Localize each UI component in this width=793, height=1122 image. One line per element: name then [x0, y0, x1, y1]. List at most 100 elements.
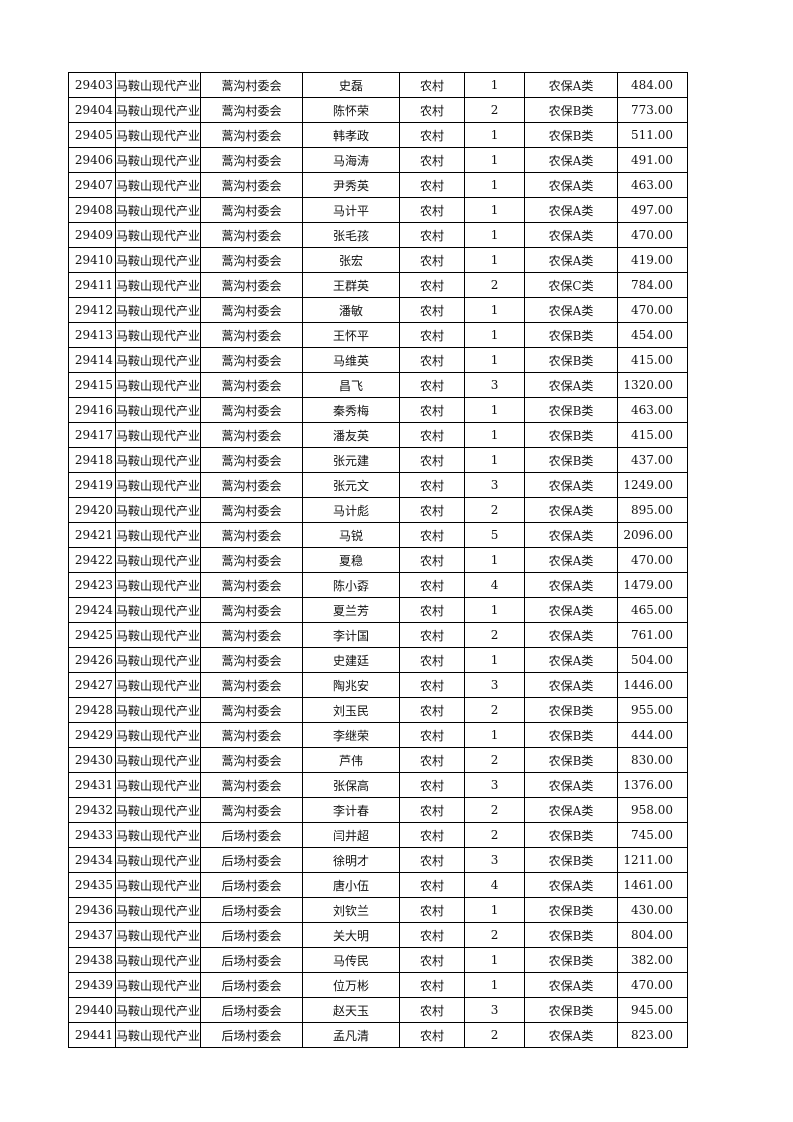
table-row: 29427 马鞍山现代产业 蒿沟村委会 陶兆安 农村 3 农保A类 1446.00: [68, 672, 689, 698]
person-name: 张宏: [302, 247, 401, 273]
insurance-class: 农保B类: [524, 347, 619, 373]
table-row: 29414 马鞍山现代产业 蒿沟村委会 马维英 农村 1 农保B类 415.00: [68, 347, 689, 373]
household-count: 1: [464, 347, 526, 373]
village-committee: 蒿沟村委会: [200, 497, 304, 523]
household-count: 2: [464, 922, 526, 948]
record-id: 29436: [68, 897, 116, 923]
village-committee: 后场村委会: [200, 947, 304, 973]
amount: 1320.00: [617, 372, 689, 398]
organization: 马鞍山现代产业: [114, 422, 202, 448]
table-row: 29407 马鞍山现代产业 蒿沟村委会 尹秀英 农村 1 农保A类 463.00: [68, 172, 689, 198]
organization: 马鞍山现代产业: [114, 997, 202, 1023]
household-count: 1: [464, 147, 526, 173]
table-body: 29403 马鞍山现代产业 蒿沟村委会 史磊 农村 1 农保A类 484.00 29404 马鞍山…: [68, 72, 689, 1048]
table-row: 29423 马鞍山现代产业 蒿沟村委会 陈小孬 农村 4 农保A类 1479.00: [68, 572, 689, 598]
organization: 马鞍山现代产业: [114, 797, 202, 823]
village-committee: 蒿沟村委会: [200, 597, 304, 623]
organization: 马鞍山现代产业: [114, 722, 202, 748]
person-name: 张元建: [302, 447, 401, 473]
record-id: 29417: [68, 422, 116, 448]
household-count: 2: [464, 797, 526, 823]
table-row: 29437 马鞍山现代产业 后场村委会 关大明 农村 2 农保B类 804.00: [68, 922, 689, 948]
amount: 895.00: [617, 497, 689, 523]
insurance-class: 农保A类: [524, 172, 619, 198]
organization: 马鞍山现代产业: [114, 522, 202, 548]
village-committee: 蒿沟村委会: [200, 547, 304, 573]
village-committee: 蒿沟村委会: [200, 797, 304, 823]
household-count: 1: [464, 447, 526, 473]
table-row: 29434 马鞍山现代产业 后场村委会 徐明才 农村 3 农保B类 1211.00: [68, 847, 689, 873]
person-name: 尹秀英: [302, 172, 401, 198]
person-name: 史建廷: [302, 647, 401, 673]
village-committee: 蒿沟村委会: [200, 447, 304, 473]
amount: 430.00: [617, 897, 689, 923]
area-type: 农村: [399, 847, 466, 873]
area-type: 农村: [399, 822, 466, 848]
insurance-class: 农保A类: [524, 247, 619, 273]
record-id: 29405: [68, 122, 116, 148]
area-type: 农村: [399, 247, 466, 273]
household-count: 1: [464, 122, 526, 148]
household-count: 2: [464, 747, 526, 773]
person-name: 李计国: [302, 622, 401, 648]
organization: 马鞍山现代产业: [114, 597, 202, 623]
insurance-class: 农保A类: [524, 972, 619, 998]
area-type: 农村: [399, 347, 466, 373]
area-type: 农村: [399, 297, 466, 323]
village-committee: 后场村委会: [200, 822, 304, 848]
household-count: 1: [464, 897, 526, 923]
village-committee: 蒿沟村委会: [200, 672, 304, 698]
table-row: 29410 马鞍山现代产业 蒿沟村委会 张宏 农村 1 农保A类 419.00: [68, 247, 689, 273]
insurance-class: 农保B类: [524, 447, 619, 473]
amount: 773.00: [617, 97, 689, 123]
area-type: 农村: [399, 122, 466, 148]
organization: 马鞍山现代产业: [114, 147, 202, 173]
table-row: 29406 马鞍山现代产业 蒿沟村委会 马海涛 农村 1 农保A类 491.00: [68, 147, 689, 173]
person-name: 张毛孩: [302, 222, 401, 248]
insurance-class: 农保A类: [524, 197, 619, 223]
insurance-class: 农保B类: [524, 322, 619, 348]
household-count: 1: [464, 722, 526, 748]
record-id: 29421: [68, 522, 116, 548]
area-type: 农村: [399, 97, 466, 123]
household-count: 2: [464, 1022, 526, 1048]
area-type: 农村: [399, 622, 466, 648]
data-table: 29403 马鞍山现代产业 蒿沟村委会 史磊 农村 1 农保A类 484.00 29404 马鞍山…: [68, 72, 689, 1048]
household-count: 4: [464, 572, 526, 598]
amount: 419.00: [617, 247, 689, 273]
person-name: 陶兆安: [302, 672, 401, 698]
village-committee: 后场村委会: [200, 922, 304, 948]
area-type: 农村: [399, 447, 466, 473]
insurance-class: 农保B类: [524, 922, 619, 948]
area-type: 农村: [399, 197, 466, 223]
person-name: 李计春: [302, 797, 401, 823]
table-row: 29431 马鞍山现代产业 蒿沟村委会 张保高 农村 3 农保A类 1376.00: [68, 772, 689, 798]
person-name: 唐小伍: [302, 872, 401, 898]
village-committee: 蒿沟村委会: [200, 122, 304, 148]
record-id: 29435: [68, 872, 116, 898]
household-count: 2: [464, 622, 526, 648]
insurance-class: 农保A类: [524, 797, 619, 823]
record-id: 29407: [68, 172, 116, 198]
area-type: 农村: [399, 897, 466, 923]
area-type: 农村: [399, 397, 466, 423]
area-type: 农村: [399, 572, 466, 598]
area-type: 农村: [399, 747, 466, 773]
person-name: 秦秀梅: [302, 397, 401, 423]
amount: 761.00: [617, 622, 689, 648]
organization: 马鞍山现代产业: [114, 822, 202, 848]
household-count: 1: [464, 397, 526, 423]
village-committee: 蒿沟村委会: [200, 222, 304, 248]
table-row: 29433 马鞍山现代产业 后场村委会 闫井超 农村 2 农保B类 745.00: [68, 822, 689, 848]
person-name: 史磊: [302, 72, 401, 98]
organization: 马鞍山现代产业: [114, 922, 202, 948]
area-type: 农村: [399, 222, 466, 248]
insurance-class: 农保A类: [524, 597, 619, 623]
insurance-class: 农保B类: [524, 947, 619, 973]
area-type: 农村: [399, 972, 466, 998]
organization: 马鞍山现代产业: [114, 622, 202, 648]
insurance-class: 农保A类: [524, 547, 619, 573]
area-type: 农村: [399, 172, 466, 198]
table-row: 29429 马鞍山现代产业 蒿沟村委会 李继荣 农村 1 农保B类 444.00: [68, 722, 689, 748]
area-type: 农村: [399, 697, 466, 723]
